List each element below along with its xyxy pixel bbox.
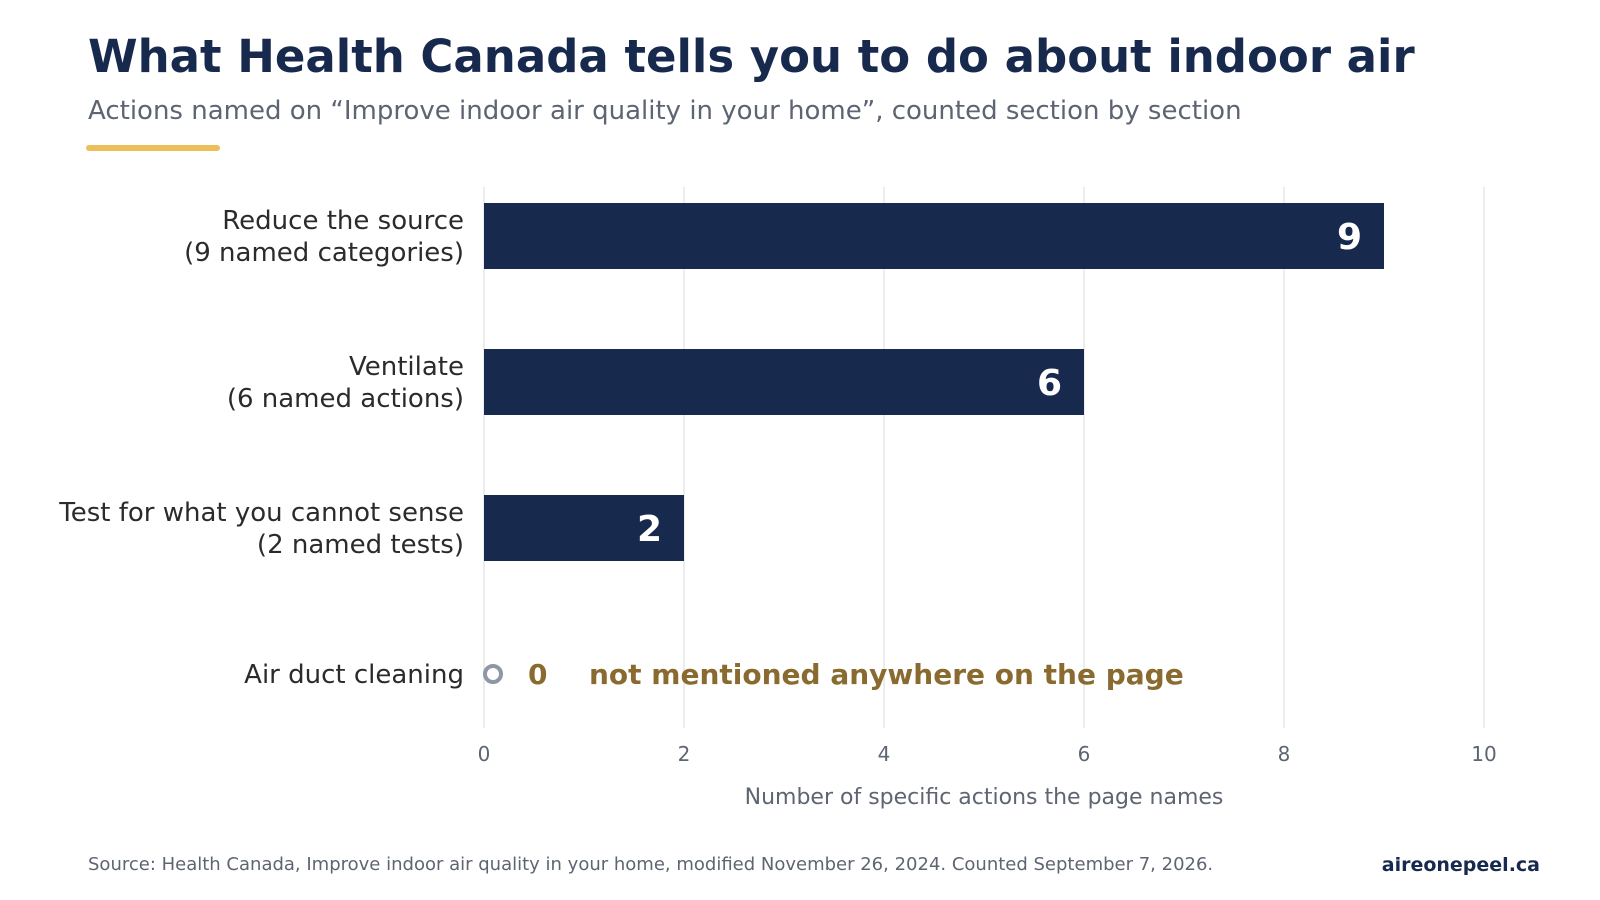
zero-marker (483, 664, 503, 684)
x-tick-label: 2 (678, 742, 691, 766)
category-label: (6 named actions) (227, 384, 464, 414)
bar-value-label: 6 (1037, 363, 1062, 404)
category-label: (2 named tests) (257, 530, 464, 560)
bar (484, 495, 684, 561)
bar-value-label: 0 (528, 658, 547, 691)
x-tick-label: 8 (1278, 742, 1291, 766)
bar (484, 349, 1084, 415)
category-label: Ventilate (349, 352, 464, 382)
x-tick-label: 10 (1471, 742, 1496, 766)
bar-chart: 0 2 4 6 8 10 Number of specific actions the pa… (58, 187, 1497, 810)
chart-title: What Health Canada tells you to do about… (88, 30, 1415, 83)
category-label: Test for what you cannot sense (58, 498, 464, 528)
bar-value-label: 9 (1337, 217, 1362, 258)
category-label: Air duct cleaning (244, 660, 464, 690)
x-axis-label: Number of specific actions the page name… (745, 785, 1224, 810)
accent-underline (86, 145, 220, 151)
x-tick-label: 0 (478, 742, 491, 766)
chart-subtitle: Actions named on “Improve indoor air qua… (88, 96, 1242, 126)
bar (484, 203, 1384, 269)
source-note: Source: Health Canada, Improve indoor ai… (88, 854, 1214, 875)
category-label: Reduce the source (222, 206, 464, 236)
category-label: (9 named categories) (184, 238, 464, 268)
brand-link[interactable]: aireonepeel.ca (1381, 854, 1540, 876)
bar-value-label: 2 (637, 509, 662, 550)
x-tick-label: 6 (1078, 742, 1091, 766)
zero-annotation: not mentioned anywhere on the page (589, 658, 1184, 691)
x-tick-label: 4 (878, 742, 891, 766)
